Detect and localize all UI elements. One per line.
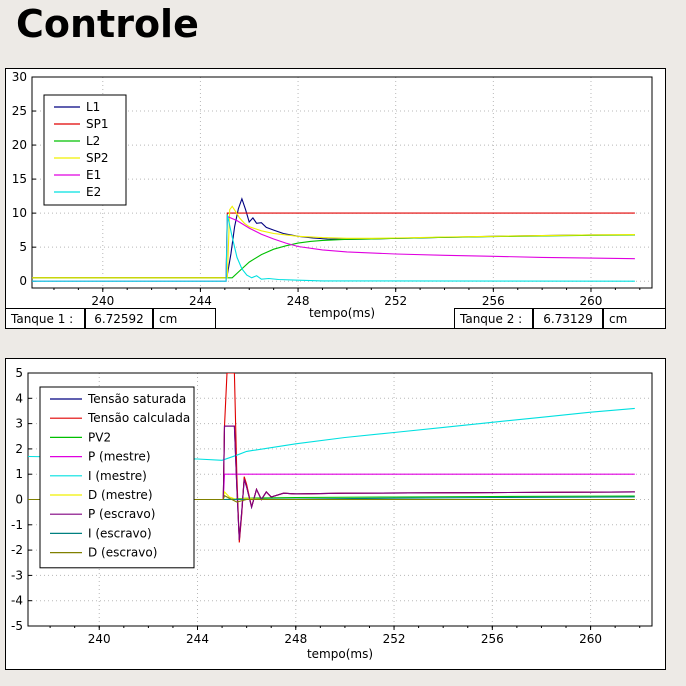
tank1-label: Tanque 1 : bbox=[5, 308, 85, 329]
y-tick-label: -2 bbox=[11, 543, 23, 557]
legend-label: I (mestre) bbox=[88, 469, 147, 483]
levels-chart: 240 244 248 252 256 260 0 5 10 15 20 25 30 tempo(ms) L… bbox=[12, 70, 653, 320]
tank1-unit: cm bbox=[153, 308, 216, 329]
y-tick-label: 0 bbox=[19, 274, 27, 288]
y-tick-label: 4 bbox=[15, 391, 23, 405]
y-axis: -5 -4 -3 -2 -1 0 1 2 3 4 5 bbox=[11, 366, 32, 633]
tank2-readout: Tanque 2 : 6.73129 cm bbox=[454, 308, 666, 329]
chart-panel-levels: 240 244 248 252 256 260 0 5 10 15 20 25 30 tempo(ms) L… bbox=[5, 68, 666, 329]
y-tick-label: 25 bbox=[12, 104, 27, 118]
tank2-label: Tanque 2 : bbox=[454, 308, 533, 329]
x-tick-label: 260 bbox=[579, 632, 602, 646]
series-line-p-escravo- bbox=[28, 425, 635, 541]
legend-label: L2 bbox=[86, 134, 100, 148]
x-tick-label: 256 bbox=[482, 294, 505, 308]
x-axis-label: tempo(ms) bbox=[307, 647, 373, 661]
series-line-e1 bbox=[32, 215, 635, 282]
y-tick-label: 10 bbox=[12, 206, 27, 220]
x-tick-label: 256 bbox=[481, 632, 504, 646]
series-line-l2 bbox=[32, 234, 635, 279]
legend-label: L1 bbox=[86, 100, 100, 114]
legend-label: Tensão calculada bbox=[87, 411, 190, 425]
series-line-sp2 bbox=[32, 205, 635, 279]
y-tick-label: -1 bbox=[11, 518, 23, 532]
x-tick-label: 248 bbox=[284, 632, 307, 646]
x-tick-label: 248 bbox=[287, 294, 310, 308]
legend-box bbox=[39, 386, 195, 569]
tank2-unit: cm bbox=[603, 308, 666, 329]
legend-label: SP2 bbox=[86, 151, 109, 165]
x-tick-label: 240 bbox=[91, 294, 114, 308]
legend-label: E2 bbox=[86, 185, 101, 199]
y-tick-label: 2 bbox=[15, 442, 23, 456]
x-tick-label: 244 bbox=[189, 294, 212, 308]
tank1-readout: Tanque 1 : 6.72592 cm bbox=[5, 308, 216, 329]
y-tick-label: 20 bbox=[12, 138, 27, 152]
legend: L1 SP1 L2 SP2 E1 E2 bbox=[43, 94, 127, 206]
y-tick-label: 30 bbox=[12, 70, 27, 84]
legend-label: D (escravo) bbox=[88, 546, 157, 560]
tank2-value: 6.73129 bbox=[533, 308, 603, 329]
legend-label: D (mestre) bbox=[88, 488, 153, 502]
legend-label: SP1 bbox=[86, 117, 109, 131]
x-axis: 240 244 248 252 256 260 bbox=[49, 626, 641, 646]
x-axis: 240 244 248 252 256 260 bbox=[53, 288, 641, 308]
y-tick-label: 0 bbox=[15, 493, 23, 507]
legend-label: E1 bbox=[86, 168, 101, 182]
legend-label: P (escravo) bbox=[88, 507, 155, 521]
y-axis: 0 5 10 15 20 25 30 bbox=[12, 70, 36, 288]
y-tick-label: 5 bbox=[19, 240, 27, 254]
chart-panel-control: 240 244 248 252 256 260 -5 -4 -3 -2 -1 0 1 2 3 4 5 tempo(… bbox=[5, 358, 666, 670]
series-group bbox=[32, 197, 635, 282]
x-axis-label: tempo(ms) bbox=[309, 306, 375, 320]
plot-area bbox=[31, 76, 653, 289]
y-tick-label: -3 bbox=[11, 568, 23, 582]
y-tick-label: 15 bbox=[12, 172, 27, 186]
y-tick-label: -5 bbox=[11, 619, 23, 633]
legend-label: P (mestre) bbox=[88, 450, 151, 464]
tank1-value: 6.72592 bbox=[85, 308, 153, 329]
y-tick-label: 3 bbox=[15, 417, 23, 431]
series-line-sp1 bbox=[32, 212, 635, 279]
x-tick-label: 244 bbox=[186, 632, 209, 646]
legend-box bbox=[43, 94, 127, 206]
y-tick-label: 5 bbox=[15, 366, 23, 380]
legend: Tensão saturada Tensão calculada PV2 P (mes… bbox=[39, 386, 195, 569]
x-tick-label: 240 bbox=[88, 632, 111, 646]
x-tick-label: 252 bbox=[383, 632, 406, 646]
y-tick-label: 1 bbox=[15, 467, 23, 481]
legend-label: PV2 bbox=[88, 430, 111, 444]
control-chart: 240 244 248 252 256 260 -5 -4 -3 -2 -1 0 1 2 3 4 5 tempo(… bbox=[11, 366, 653, 661]
x-tick-label: 252 bbox=[384, 294, 407, 308]
legend-label: Tensão saturada bbox=[87, 392, 186, 406]
page-title: Controle bbox=[16, 2, 199, 46]
legend-label: I (escravo) bbox=[88, 526, 152, 540]
x-tick-label: 260 bbox=[580, 294, 603, 308]
series-line-e2 bbox=[32, 214, 635, 282]
y-tick-label: -4 bbox=[11, 594, 23, 608]
series-line-i-mestre- bbox=[28, 407, 635, 461]
